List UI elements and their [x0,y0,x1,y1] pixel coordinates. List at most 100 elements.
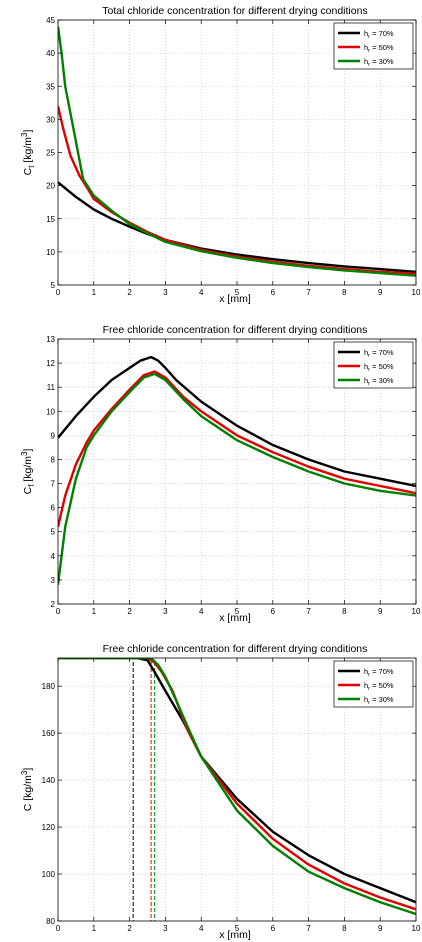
legend-entry-rest: = 30% [370,376,394,385]
x-tick-label: 4 [199,924,204,933]
x-axis-label: x [mm] [219,612,251,624]
y-tick-label: 6 [51,504,56,513]
legend-entry-main: h [364,43,368,52]
y-tick-label: 3 [51,576,56,585]
y-tick-label: 180 [42,682,56,691]
y-tick-label: 20 [46,182,55,191]
x-axis-label: x [mm] [219,293,251,305]
legend-entry-2: hr = 30% [364,695,394,706]
x-tick-label: 5 [235,607,240,616]
x-tick-label: 3 [163,288,168,297]
y-tick-label: 8 [51,455,56,464]
x-tick-label: 3 [163,607,168,616]
x-tick-label: 8 [342,607,347,616]
y-tick-label: 13 [46,335,55,344]
x-tick-label: 2 [127,288,132,297]
x-tick-label: 0 [56,288,61,297]
x-tick-label: 6 [271,924,276,933]
total-chloride-chart: Total chloride concentration for differe… [20,5,421,305]
chart-title: Total chloride concentration for differe… [102,5,367,17]
x-tick-label: 0 [56,924,61,933]
legend-entry-main: h [364,57,368,66]
y-tick-label: 30 [46,115,55,124]
y-tick-label: 5 [51,281,56,290]
x-tick-label: 3 [163,924,168,933]
legend-entry-1: hr = 50% [364,43,394,54]
y-tick-label: 9 [51,431,56,440]
y-tick-label: 140 [42,776,56,785]
y-axis-label-unit: [kg/m [22,775,34,804]
y-axis-label-main: C [22,167,34,175]
y-axis-label: Cf [kg/m3] [20,449,36,495]
legend-entry-main: h [364,29,368,38]
x-tick-label: 1 [92,607,97,616]
legend-entry-2: hr = 30% [364,57,394,68]
y-axis-label-sub: t [27,165,36,168]
y-axis-label-close: ] [22,768,34,771]
x-tick-label: 10 [412,607,421,616]
legend-entry-rest: = 70% [370,348,394,357]
legend-entry-0: hr = 70% [364,29,394,40]
x-tick-label: 1 [92,288,97,297]
y-tick-label: 45 [46,16,55,25]
legend-entry-sub: r [368,686,370,692]
y-tick-label: 4 [51,552,56,561]
y-tick-label: 10 [46,248,55,257]
y-tick-label: 160 [42,729,56,738]
y-axis-label: C [kg/m3] [20,768,34,812]
x-axis-label: x [mm] [219,929,251,941]
legend-entry-main: h [364,695,368,704]
legend-entry-sub: r [368,672,370,678]
legend-entry-main: h [364,362,368,371]
legend-entry-1: hr = 50% [364,681,394,692]
y-tick-label: 40 [46,49,55,58]
legend-entry-rest: = 50% [370,681,394,690]
x-tick-label: 7 [306,607,311,616]
legend-entry-0: hr = 70% [364,667,394,678]
legend-entry-rest: = 30% [370,695,394,704]
y-tick-label: 10 [46,407,55,416]
legend-entry-0: hr = 70% [364,348,394,359]
legend-entry-main: h [364,348,368,357]
x-tick-label: 8 [342,924,347,933]
x-tick-label: 9 [378,607,383,616]
y-tick-label: 2 [51,600,56,609]
series-line-2 [58,26,416,277]
y-axis-label-sub: f [27,484,36,487]
legend-entry-main: h [364,376,368,385]
legend-entry-rest: = 50% [370,362,394,371]
x-tick-label: 8 [342,288,347,297]
chart-title: Free chloride concentration for differen… [103,324,368,336]
y-axis-label-main: C [22,803,34,811]
x-tick-label: 4 [199,607,204,616]
legend-entry-sub: r [368,700,370,706]
x-tick-label: 2 [127,924,132,933]
x-tick-label: 1 [92,924,97,933]
y-tick-label: 100 [42,870,56,879]
x-tick-label: 6 [271,607,276,616]
y-tick-label: 15 [46,215,55,224]
series-line-1 [58,370,416,528]
x-tick-label: 10 [412,288,421,297]
y-tick-label: 5 [51,528,56,537]
legend-entry-1: hr = 50% [364,362,394,373]
y-axis-label-unit: [kg/m [22,456,34,485]
chart-title: Free chloride concentration for differen… [103,643,368,655]
y-tick-label: 7 [51,480,56,489]
y-tick-label: 12 [46,359,55,368]
series-line-2 [58,372,416,585]
x-tick-label: 2 [127,607,132,616]
y-axis-label-unit: [kg/m [22,137,34,166]
y-tick-label: 80 [46,917,55,926]
x-tick-label: 7 [306,924,311,933]
series-line-2 [58,658,416,916]
legend-entry-rest: = 50% [370,43,394,52]
x-tick-label: 6 [271,288,276,297]
legend-entry-rest: = 70% [370,667,394,676]
x-tick-label: 10 [412,924,421,933]
legend-entry-main: h [364,681,368,690]
x-tick-label: 9 [378,288,383,297]
x-tick-label: 5 [235,288,240,297]
y-tick-label: 120 [42,823,56,832]
